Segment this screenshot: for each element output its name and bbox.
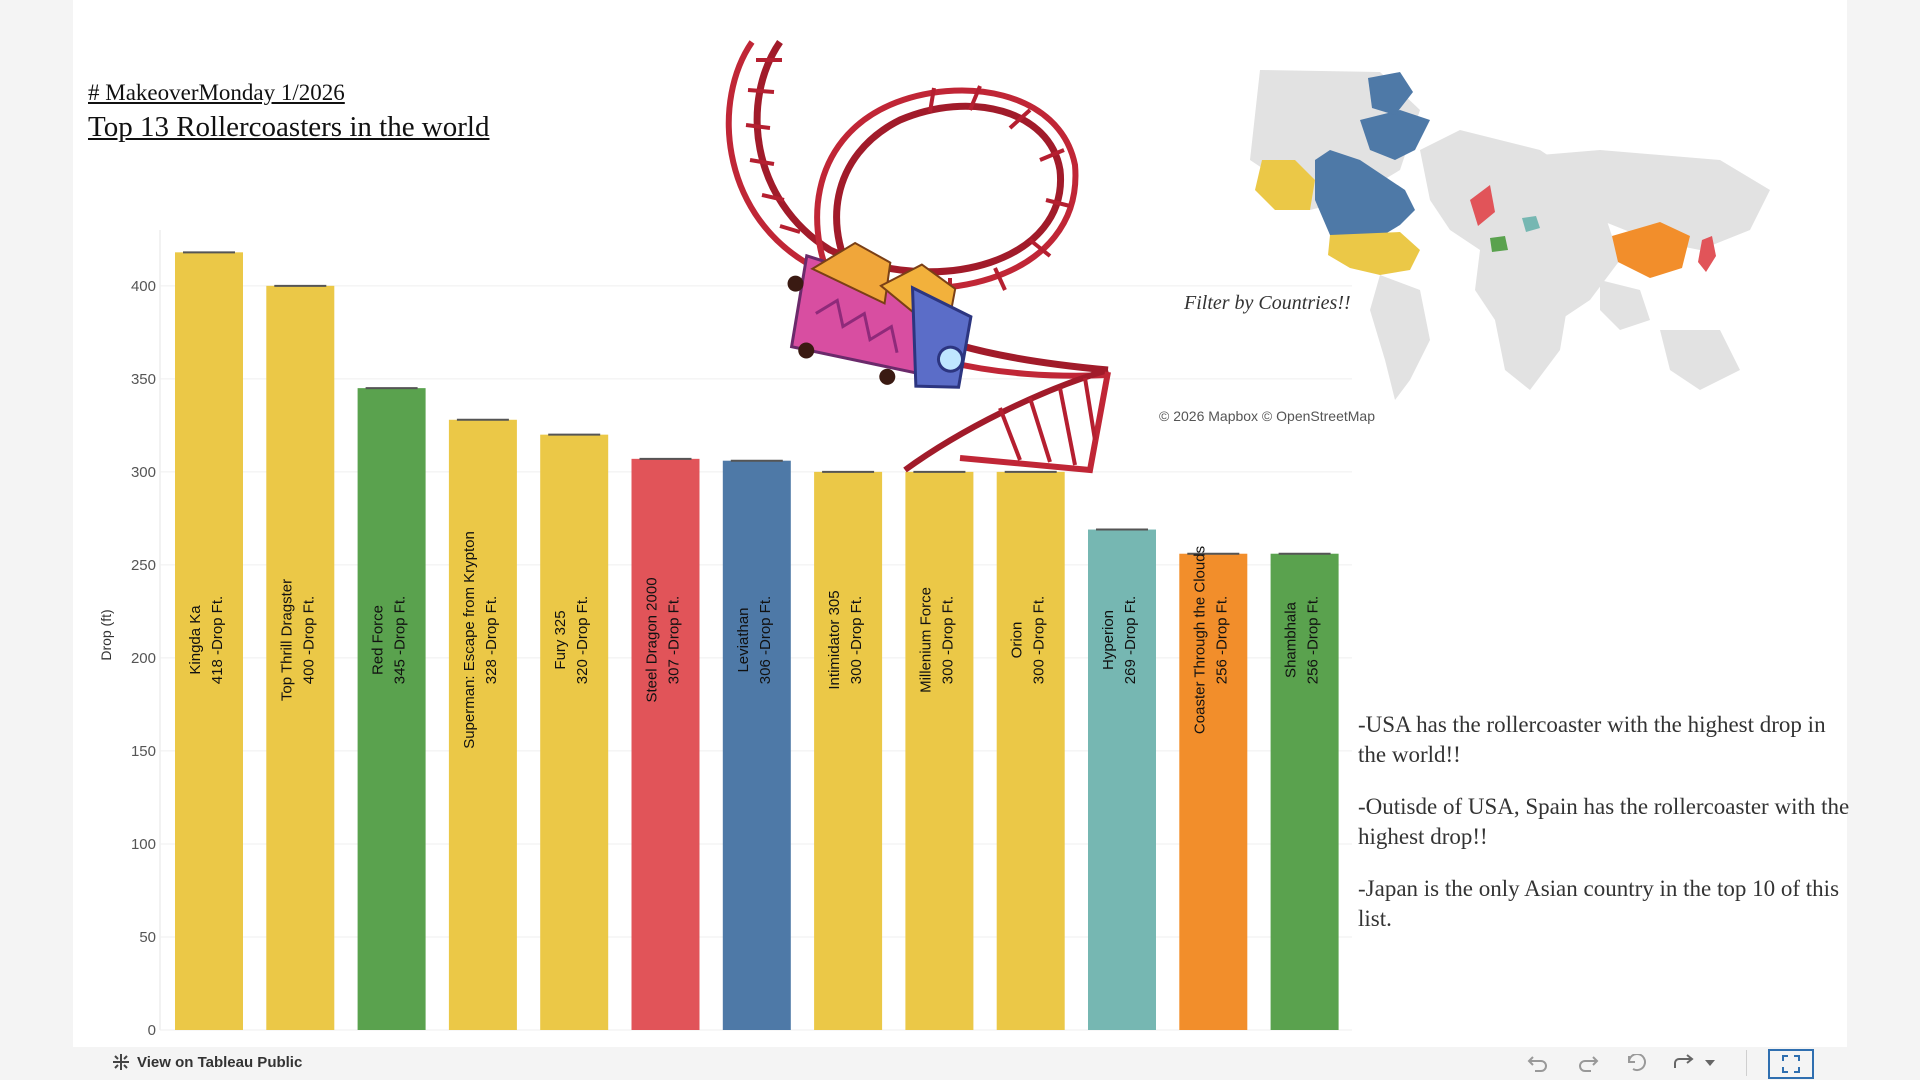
bar[interactable] [540, 434, 609, 1031]
bar[interactable] [1179, 553, 1248, 1030]
share-icon [1674, 1054, 1694, 1068]
map-country-spain [1490, 236, 1508, 252]
revert-icon [1628, 1054, 1646, 1072]
fullscreen-icon [1782, 1055, 1800, 1073]
y-tick-label: 250 [131, 557, 156, 574]
bar-group[interactable]: Leviathan 306 -Drop Ft. [722, 459, 791, 1031]
bar[interactable] [175, 252, 243, 1031]
bar-value-label: 307 -Drop Ft. [666, 596, 683, 684]
bar-name-label: Red Force [370, 605, 387, 675]
y-tick-label: 150 [131, 743, 156, 760]
toolbar-divider [1746, 1050, 1747, 1076]
undo-icon [1527, 1056, 1547, 1072]
insight-text-3: -Japan is the only Asian country in the … [1358, 876, 1840, 931]
view-on-tableau-link[interactable]: View on Tableau Public [112, 1053, 302, 1071]
bar-value-label: 345 -Drop Ft. [392, 596, 409, 684]
bar[interactable] [905, 471, 974, 1030]
bar-group[interactable]: Coaster Through the Clouds 256 -Drop Ft. [1179, 546, 1248, 1030]
bar[interactable] [1088, 529, 1156, 1030]
y-tick-label: 100 [131, 836, 156, 853]
redo-button[interactable] [1573, 1049, 1603, 1077]
bar-name-label: Fury 325 [552, 610, 569, 669]
map-country-japan [1698, 236, 1716, 272]
bar-group[interactable]: Orion 300 -Drop Ft. [996, 470, 1065, 1030]
bar-group[interactable]: Top Thrill Dragster 400 -Drop Ft. [266, 284, 335, 1030]
bar-group[interactable]: Steel Dragon 2000 307 -Drop Ft. [631, 457, 700, 1030]
bar-value-label: 256 -Drop Ft. [1213, 596, 1230, 684]
map-attribution[interactable]: © 2026 Mapbox © OpenStreetMap [1159, 408, 1375, 424]
map-country-alaska [1255, 160, 1315, 210]
map-country-uk [1470, 185, 1495, 226]
bar-group[interactable]: Fury 325 320 -Drop Ft. [540, 433, 609, 1031]
bar-group[interactable]: Shambhala 256 -Drop Ft. [1270, 552, 1339, 1030]
bar-value-label: 328 -Drop Ft. [483, 596, 500, 684]
world-map[interactable] [1250, 70, 1770, 400]
bar-name-label: Leviathan [735, 607, 752, 672]
insight-text-1: -USA has the rollercoaster with the high… [1358, 712, 1826, 767]
bar-group[interactable]: Red Force 345 -Drop Ft. [357, 387, 426, 1030]
bar-name-label: Shambhala [1283, 601, 1300, 678]
bar-group[interactable]: Superman: Escape from Krypton 328 -Drop F… [448, 418, 517, 1030]
bar-value-label: 256 -Drop Ft. [1305, 596, 1322, 684]
y-tick-label: 200 [131, 650, 156, 667]
undo-button[interactable] [1523, 1049, 1553, 1077]
bar[interactable] [631, 458, 700, 1030]
bar-group[interactable]: Intimidator 305 300 -Drop Ft. [814, 470, 883, 1030]
rollercoaster-illustration [725, 40, 1111, 474]
bar-name-label: Hyperion [1100, 610, 1117, 670]
bar-value-label: 306 -Drop Ft. [757, 596, 774, 684]
revert-button[interactable] [1623, 1049, 1653, 1077]
bar-name-label: Intimidator 305 [826, 590, 843, 689]
y-tick-label: 400 [131, 278, 156, 295]
bar-value-label: 300 -Drop Ft. [939, 596, 956, 684]
chevron-down-icon [1705, 1060, 1715, 1066]
map-filter-label: Filter by Countries!! [1184, 292, 1351, 314]
bar-value-label: 320 -Drop Ft. [574, 596, 591, 684]
map-country-china [1612, 222, 1690, 278]
fullscreen-button[interactable] [1768, 1049, 1814, 1079]
bar-value-label: 269 -Drop Ft. [1122, 596, 1139, 684]
page-title: Top 13 Rollercoasters in the world [88, 111, 490, 143]
insight-text-2: -Outisde of USA, Spain has the rollercoa… [1358, 794, 1850, 849]
map-country-usa [1328, 232, 1420, 275]
bar-name-label: Steel Dragon 2000 [644, 577, 661, 702]
map-country-germany [1522, 216, 1540, 232]
bar-chart: 0 50 100 150 200 250 300 350 400 Drop (ft) Kingd… [98, 40, 1770, 1039]
bar-name-label: Superman: Escape from Krypton [461, 531, 478, 749]
bar-name-label: Orion [1009, 622, 1026, 659]
bar-name-label: Kingda Ka [187, 605, 204, 675]
bar-value-label: 400 -Drop Ft. [300, 596, 317, 684]
y-tick-label: 50 [139, 929, 156, 946]
bar[interactable] [357, 388, 426, 1030]
bar-value-label: 418 -Drop Ft. [209, 596, 226, 684]
bar-name-label: Millenium Force [917, 587, 934, 693]
bar-group[interactable]: Millenium Force 300 -Drop Ft. [905, 470, 974, 1030]
y-tick-label: 0 [148, 1022, 156, 1039]
map-country-usa-alaska [1315, 150, 1415, 240]
bar-value-label: 300 -Drop Ft. [848, 596, 865, 684]
bar-group[interactable]: Hyperion 269 -Drop Ft. [1088, 528, 1156, 1030]
bar-value-label: 300 -Drop Ft. [1031, 596, 1048, 684]
footer-toolbar [0, 1047, 1920, 1080]
bar[interactable] [448, 419, 517, 1030]
y-tick-label: 300 [131, 464, 156, 481]
share-dropdown-button[interactable] [1700, 1049, 1720, 1077]
view-on-tableau-label: View on Tableau Public [137, 1053, 303, 1071]
bar[interactable] [722, 460, 791, 1031]
bars: Kingda Ka 418 -Drop Ft. Top Thrill Dragste… [175, 251, 1339, 1031]
bar[interactable] [266, 285, 335, 1030]
bar[interactable] [1270, 553, 1339, 1030]
bar[interactable] [814, 471, 883, 1030]
bar[interactable] [996, 471, 1065, 1030]
y-tick-label: 350 [131, 371, 156, 388]
redo-icon [1579, 1056, 1599, 1072]
y-axis-label: Drop (ft) [98, 609, 114, 660]
y-axis-ticks: 0 50 100 150 200 250 300 350 400 [131, 278, 156, 1039]
bar-group[interactable]: Kingda Ka 418 -Drop Ft. [175, 251, 243, 1031]
share-button[interactable] [1670, 1049, 1700, 1077]
tableau-logo-icon [113, 1054, 129, 1070]
dashboard-pre-title: # MakeoverMonday 1/2026 [88, 80, 345, 105]
bar-name-label: Top Thrill Dragster [278, 579, 295, 701]
bar-name-label: Coaster Through the Clouds [1191, 546, 1208, 734]
